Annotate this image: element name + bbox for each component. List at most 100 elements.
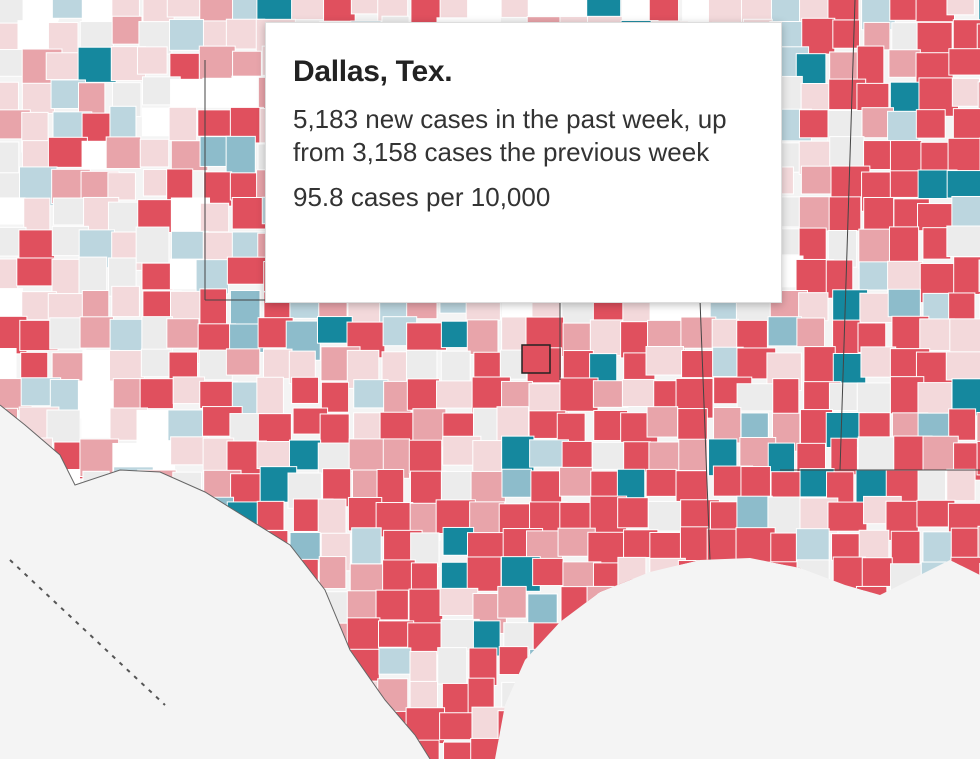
county[interactable] bbox=[945, 351, 980, 381]
county[interactable] bbox=[262, 348, 293, 380]
county[interactable] bbox=[77, 46, 117, 83]
county[interactable] bbox=[795, 528, 830, 562]
county[interactable] bbox=[917, 382, 953, 417]
county[interactable] bbox=[440, 320, 472, 349]
county[interactable] bbox=[707, 0, 744, 25]
county[interactable] bbox=[168, 351, 199, 380]
county[interactable] bbox=[21, 82, 56, 115]
county[interactable] bbox=[440, 350, 471, 385]
county[interactable] bbox=[111, 285, 140, 318]
county[interactable] bbox=[796, 317, 826, 348]
county[interactable] bbox=[501, 435, 535, 474]
county[interactable] bbox=[52, 197, 89, 226]
county[interactable] bbox=[827, 501, 868, 532]
county[interactable] bbox=[0, 141, 20, 178]
county[interactable] bbox=[858, 261, 891, 291]
county[interactable] bbox=[976, 23, 980, 53]
county[interactable] bbox=[977, 525, 980, 560]
county[interactable] bbox=[951, 77, 980, 107]
county[interactable] bbox=[166, 168, 194, 203]
county[interactable] bbox=[256, 441, 292, 470]
county[interactable] bbox=[323, 0, 356, 22]
county[interactable] bbox=[888, 226, 920, 265]
county[interactable] bbox=[256, 376, 284, 418]
county[interactable] bbox=[803, 346, 836, 383]
county[interactable] bbox=[199, 288, 228, 329]
county[interactable] bbox=[170, 78, 209, 108]
county[interactable] bbox=[736, 383, 777, 412]
county[interactable] bbox=[649, 531, 685, 562]
county[interactable] bbox=[647, 500, 682, 532]
county[interactable] bbox=[229, 290, 261, 327]
county[interactable] bbox=[45, 52, 83, 81]
county[interactable] bbox=[348, 438, 386, 471]
county[interactable] bbox=[736, 319, 768, 352]
county[interactable] bbox=[79, 438, 120, 478]
county[interactable] bbox=[317, 498, 347, 536]
county[interactable] bbox=[439, 712, 476, 741]
county[interactable] bbox=[798, 292, 829, 322]
county[interactable] bbox=[917, 203, 956, 232]
county[interactable] bbox=[678, 438, 708, 472]
county[interactable] bbox=[166, 318, 200, 349]
county[interactable] bbox=[946, 225, 980, 258]
county[interactable] bbox=[107, 172, 136, 201]
county[interactable] bbox=[139, 378, 174, 410]
county[interactable] bbox=[406, 322, 448, 351]
county[interactable] bbox=[916, 21, 953, 59]
county[interactable] bbox=[767, 442, 796, 474]
county[interactable] bbox=[949, 318, 980, 358]
county[interactable] bbox=[795, 53, 827, 87]
county[interactable] bbox=[167, 409, 208, 442]
county[interactable] bbox=[948, 408, 977, 441]
county[interactable] bbox=[831, 533, 864, 561]
county[interactable] bbox=[346, 617, 381, 655]
county[interactable] bbox=[829, 136, 865, 171]
county[interactable] bbox=[140, 348, 172, 378]
county[interactable] bbox=[832, 319, 861, 355]
county[interactable] bbox=[530, 470, 563, 505]
county[interactable] bbox=[978, 0, 980, 25]
county[interactable] bbox=[617, 497, 649, 529]
county[interactable] bbox=[378, 647, 412, 675]
county[interactable] bbox=[946, 170, 980, 199]
county[interactable] bbox=[199, 136, 228, 167]
county[interactable] bbox=[139, 138, 170, 168]
county[interactable] bbox=[136, 46, 168, 75]
county[interactable] bbox=[858, 529, 890, 560]
county[interactable] bbox=[16, 257, 54, 287]
county[interactable] bbox=[291, 376, 320, 404]
county[interactable] bbox=[559, 466, 593, 497]
county[interactable] bbox=[713, 407, 742, 444]
county[interactable] bbox=[409, 680, 439, 712]
county[interactable] bbox=[256, 500, 285, 531]
county[interactable] bbox=[470, 470, 506, 505]
county[interactable] bbox=[953, 256, 980, 295]
dallas-county-highlight[interactable] bbox=[521, 344, 551, 374]
county[interactable] bbox=[351, 527, 382, 565]
county[interactable] bbox=[111, 15, 143, 45]
county[interactable] bbox=[977, 81, 980, 118]
county[interactable] bbox=[623, 441, 651, 473]
county[interactable] bbox=[863, 21, 891, 51]
county[interactable] bbox=[976, 411, 980, 445]
county[interactable] bbox=[353, 379, 389, 409]
county[interactable] bbox=[677, 408, 708, 441]
county[interactable] bbox=[621, 378, 657, 408]
county[interactable] bbox=[832, 19, 861, 49]
county[interactable] bbox=[195, 259, 230, 295]
county[interactable] bbox=[78, 256, 108, 297]
county[interactable] bbox=[863, 196, 895, 233]
county[interactable] bbox=[887, 288, 921, 318]
county[interactable] bbox=[408, 588, 444, 625]
county[interactable] bbox=[922, 435, 959, 472]
county[interactable] bbox=[948, 48, 980, 76]
county[interactable] bbox=[225, 135, 256, 175]
county[interactable] bbox=[226, 256, 268, 285]
county[interactable] bbox=[646, 406, 679, 438]
county[interactable] bbox=[79, 316, 114, 349]
county[interactable] bbox=[166, 0, 206, 18]
county[interactable] bbox=[288, 439, 322, 471]
county[interactable] bbox=[439, 587, 479, 616]
county[interactable] bbox=[645, 468, 677, 497]
